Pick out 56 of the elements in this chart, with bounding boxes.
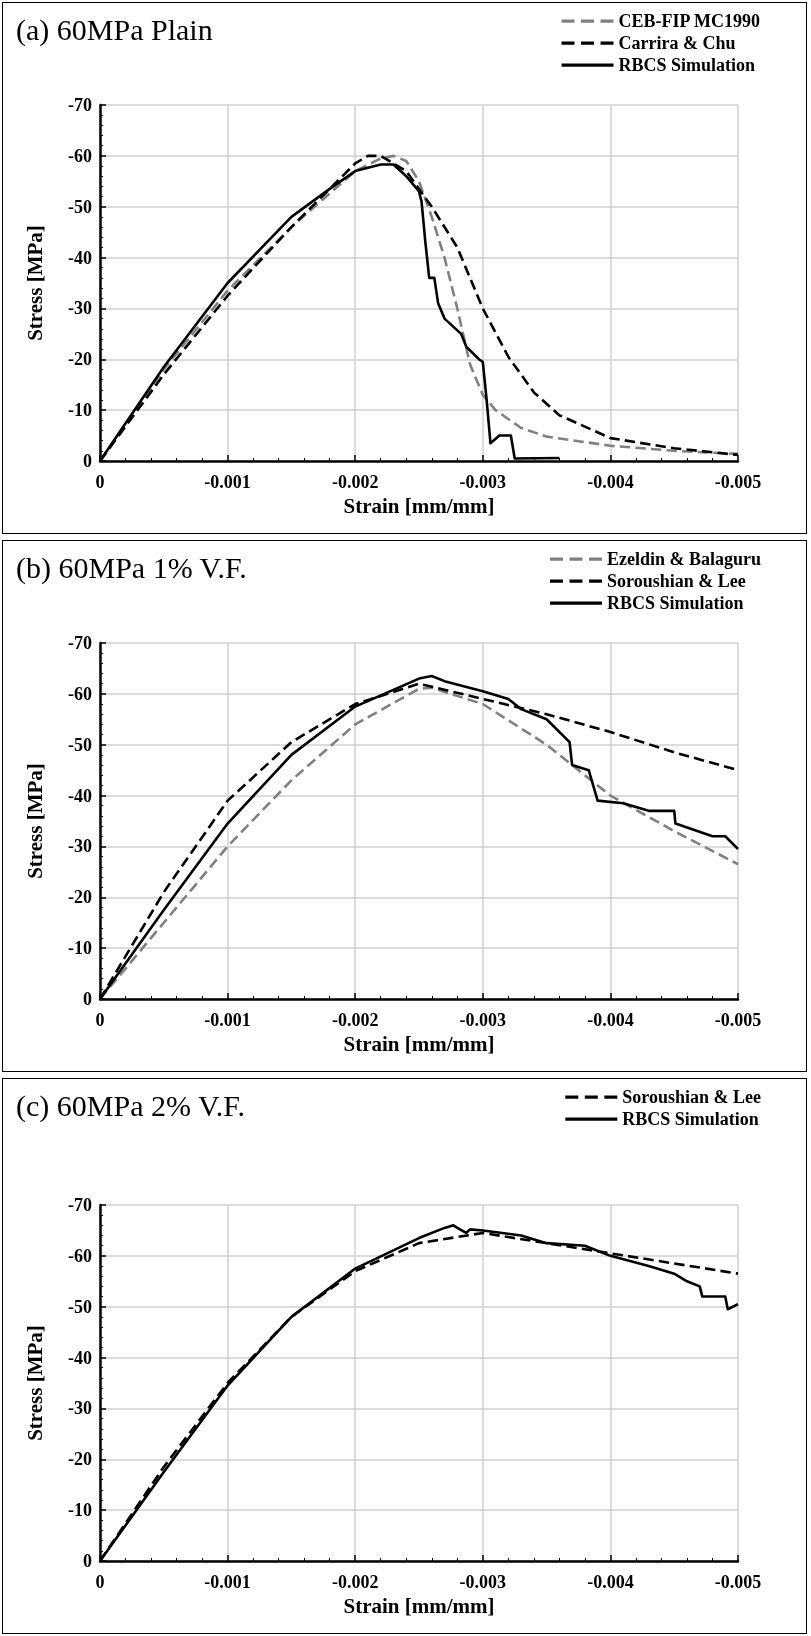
legend-label: CEB-FIP MC1990: [618, 11, 761, 31]
y-tick-label: -60: [68, 683, 92, 704]
x-tick-label: -0.003: [459, 1572, 507, 1592]
x-tick-label: -0.001: [204, 1010, 251, 1030]
x-tick-label: -0.001: [204, 1572, 251, 1592]
y-tick-label: -30: [68, 1398, 92, 1419]
chart-title: (a) 60MPa Plain: [16, 12, 213, 47]
y-tick-label: -10: [68, 400, 92, 421]
y-tick-label: -40: [68, 1347, 92, 1368]
legend-label: RBCS Simulation: [618, 55, 756, 75]
y-axis-title: Stress [MPa]: [22, 225, 47, 341]
y-tick-label: -50: [68, 196, 92, 217]
y-tick-label: -60: [68, 145, 92, 166]
y-tick-label: -40: [68, 785, 92, 806]
legend-label: Ezeldin & Balaguru: [606, 549, 762, 569]
y-tick-label: -40: [68, 247, 92, 268]
y-tick-label: 0: [83, 989, 92, 1009]
y-tick-label: 0: [83, 1551, 92, 1571]
y-axis-title: Stress [MPa]: [22, 1325, 47, 1441]
legend-label: Soroushian & Lee: [606, 571, 746, 591]
x-axis-title: Strain [mm/mm]: [343, 494, 495, 519]
x-tick-label: -0.005: [714, 1010, 762, 1030]
y-axis-title: Stress [MPa]: [22, 763, 47, 879]
x-tick-label: -0.005: [714, 1572, 762, 1592]
y-tick-label: -10: [68, 938, 92, 959]
y-tick-label: -20: [68, 887, 92, 908]
y-tick-label: -50: [68, 734, 92, 755]
x-tick-label: -0.003: [459, 472, 507, 492]
chart-title: (c) 60MPa 2% V.F.: [16, 1088, 245, 1123]
x-tick-label: -0.003: [459, 1010, 507, 1030]
x-tick-label: -0.005: [714, 472, 762, 492]
x-tick-label: -0.002: [331, 1010, 379, 1030]
y-tick-label: -20: [68, 349, 92, 370]
x-tick-label: -0.002: [331, 472, 379, 492]
y-tick-label: -30: [68, 836, 92, 857]
y-tick-label: -30: [68, 298, 92, 319]
y-tick-label: -70: [68, 633, 92, 653]
y-tick-label: -60: [68, 1245, 92, 1266]
y-tick-label: -50: [68, 1296, 92, 1317]
legend-label: Carrira & Chu: [618, 33, 736, 53]
x-tick-label: -0.004: [587, 1572, 634, 1592]
x-tick-label: -0.004: [587, 1010, 634, 1030]
y-tick-label: -70: [68, 1195, 92, 1215]
legend-label: RBCS Simulation: [622, 1109, 759, 1129]
y-tick-label: -20: [68, 1449, 92, 1470]
y-tick-label: 0: [83, 451, 92, 471]
x-tick-label: -0.001: [204, 472, 251, 492]
y-tick-label: -10: [68, 1500, 92, 1521]
x-tick-label: -0.004: [587, 472, 634, 492]
x-axis-title: Strain [mm/mm]: [343, 1594, 495, 1619]
x-tick-label: -0.002: [331, 1572, 379, 1592]
x-axis-title: Strain [mm/mm]: [343, 1032, 495, 1057]
legend-label: Soroushian & Lee: [622, 1087, 762, 1107]
legend-label: RBCS Simulation: [606, 593, 744, 613]
y-tick-label: -70: [68, 95, 92, 115]
chart-title: (b) 60MPa 1% V.F.: [16, 550, 247, 585]
